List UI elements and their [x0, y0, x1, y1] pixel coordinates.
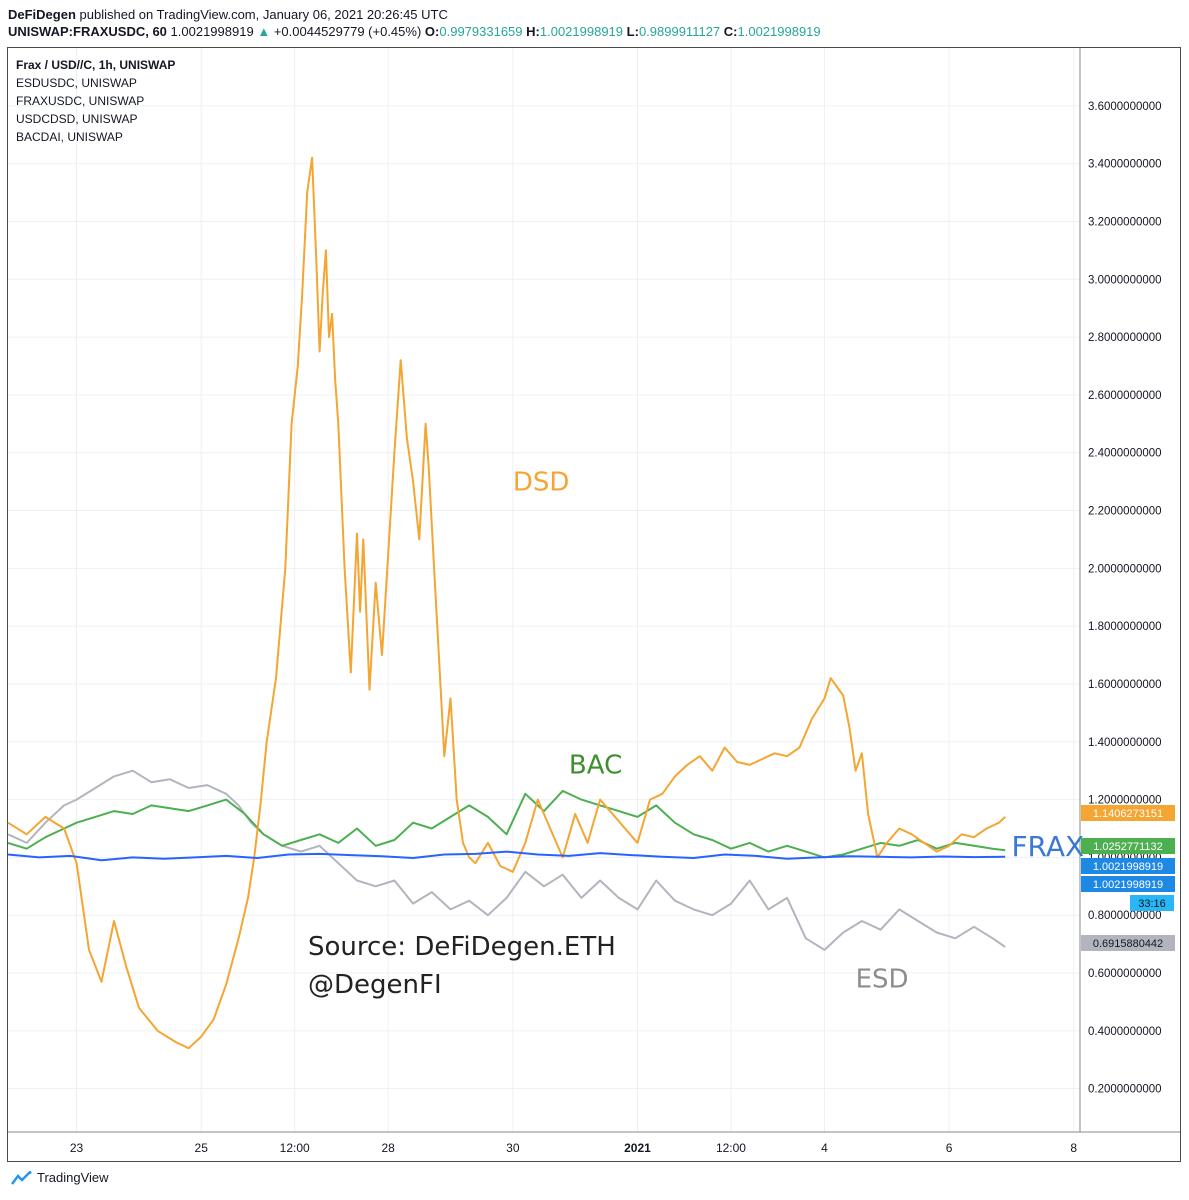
price-tag [1081, 876, 1175, 892]
open-value: 0.9979331659 [439, 24, 523, 39]
series-label-frax: FRAX [1011, 830, 1084, 863]
y-tick-label: 1.4000000000 [1088, 737, 1162, 749]
high-value: 1.0021998919 [539, 24, 624, 39]
x-tick-label: 12:00 [716, 1141, 746, 1155]
x-tick-label: 25 [195, 1141, 209, 1155]
footer[interactable]: TradingView [10, 1170, 109, 1185]
price-tag [1081, 838, 1175, 854]
y-tick-label: 1.2000000000 [1088, 795, 1162, 807]
chart-header: DeFiDegen published on TradingView.com, … [8, 6, 821, 40]
close-label: C: [723, 24, 738, 39]
y-tick-label: 3.6000000000 [1088, 101, 1162, 113]
y-tick-label: 1.8000000000 [1088, 621, 1162, 633]
open-label: O: [424, 24, 440, 39]
price-tag-label: 0.6915880442 [1093, 938, 1163, 950]
low-value: 0.9899911127 [638, 24, 721, 39]
y-tick-label: 3.2000000000 [1088, 216, 1162, 228]
series-label-dsd: DSD [513, 467, 570, 497]
x-tick-label: 8 [1070, 1141, 1077, 1155]
y-tick-label: 0.6000000000 [1088, 968, 1162, 980]
y-tick-label: 2.8000000000 [1088, 332, 1162, 344]
tradingview-cloud-icon [11, 1170, 32, 1185]
x-tick-label: 23 [70, 1141, 84, 1155]
y-tick-label: 3.0000000000 [1088, 274, 1162, 286]
price-tag [1081, 935, 1175, 951]
source-annotation: Source: DeFiDegen.ETH [308, 932, 616, 962]
price-tag-label: 1.1406273151 [1093, 808, 1163, 820]
price-tag-label: 1.0252771132 [1093, 841, 1163, 853]
up-arrow-icon: ▲ [257, 24, 271, 39]
y-tick-label: 1.6000000000 [1088, 679, 1162, 691]
high-label: H: [526, 24, 540, 39]
x-tick-label: 12:00 [280, 1141, 310, 1155]
y-tick-label: 0.8000000000 [1088, 910, 1162, 922]
legend-item-main[interactable]: Frax / USD//C, 1h, UNISWAP [16, 58, 176, 72]
price-change: +0.0044529779 (+0.45%) [273, 24, 422, 39]
y-tick-label: 3.4000000000 [1088, 159, 1162, 171]
x-tick-label: 28 [382, 1141, 396, 1155]
published-info: published on TradingView.com, January 06… [79, 7, 448, 22]
footer-brand: TradingView [37, 1170, 109, 1185]
series-line-frax[interactable] [7, 850, 1006, 862]
close-value: 1.0021998919 [737, 24, 821, 39]
legend-item-bac[interactable]: BACDAI, UNISWAP [16, 130, 123, 144]
series-line-dsd[interactable] [7, 156, 1006, 1050]
y-tick-label: 0.4000000000 [1088, 1026, 1162, 1038]
chart-frame [7, 47, 1181, 1162]
price-tag [1081, 858, 1175, 874]
low-label: L: [626, 24, 639, 39]
symbol-label[interactable]: UNISWAP:FRAXUSDC, 60 [8, 24, 167, 39]
y-tick-label: 0.2000000000 [1088, 1084, 1162, 1096]
price-tag-label: 33:16 [1138, 898, 1166, 910]
series-line-bac[interactable] [7, 789, 1006, 859]
y-tick-label: 2.6000000000 [1088, 390, 1162, 402]
x-tick-label: 2021 [624, 1141, 651, 1155]
legend-item-frax[interactable]: FRAXUSDC, UNISWAP [16, 94, 145, 108]
x-tick-label: 4 [821, 1141, 828, 1155]
price-tag [1081, 805, 1175, 821]
y-tick-label: 2.2000000000 [1088, 506, 1162, 518]
x-tick-label: 30 [506, 1141, 520, 1155]
source-annotation: @DegenFI [308, 970, 442, 1000]
series-line-esd[interactable] [7, 769, 1006, 951]
author-name[interactable]: DeFiDegen [8, 7, 76, 22]
legend-item-dsd[interactable]: USDCDSD, UNISWAP [16, 112, 138, 126]
last-price: 1.0021998919 [170, 24, 254, 39]
legend-item-esd[interactable]: ESDUSDC, UNISWAP [16, 76, 137, 90]
x-tick-label: 6 [946, 1141, 953, 1155]
y-tick-label: 2.0000000000 [1088, 563, 1162, 575]
y-tick-label: 2.4000000000 [1088, 448, 1162, 460]
series-label-esd: ESD [856, 964, 909, 994]
price-tag [1130, 895, 1174, 911]
series-label-bac: BAC [569, 751, 622, 781]
series-legend: Frax / USD//C, 1h, UNISWAP ESDUSDC, UNIS… [16, 56, 175, 146]
price-tag-label: 1.0021998919 [1093, 879, 1163, 891]
price-tag-label: 1.0021998919 [1093, 861, 1163, 873]
